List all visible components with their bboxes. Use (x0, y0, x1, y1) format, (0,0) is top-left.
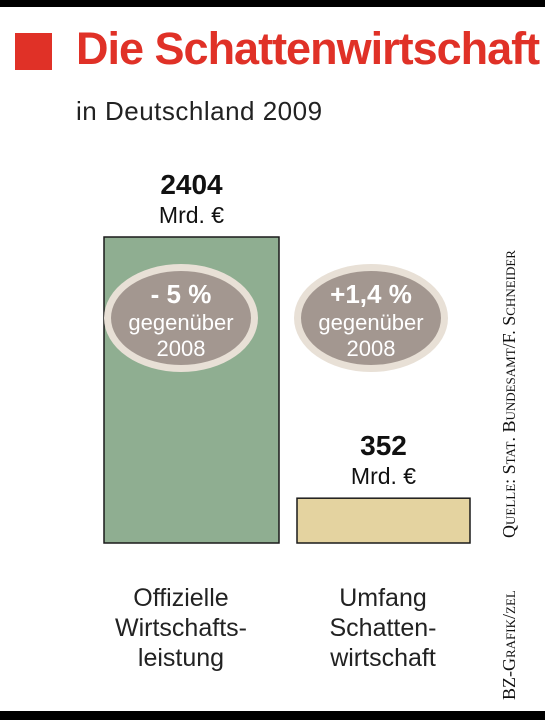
value-label-schatten: 352 Mrd. € (297, 432, 470, 488)
category-line: Umfang (339, 584, 427, 612)
change-badge-schatten: +1,4 % gegenüber 2008 (294, 264, 448, 372)
badge-fill (111, 271, 251, 365)
category-label-offizielle: Offizielle Wirtschafts- leistung (96, 583, 266, 673)
data-label-value: 2404 (160, 169, 223, 200)
chart-title: Die Schattenwirtschaft (76, 23, 540, 74)
chart-subtitle: in Deutschland 2009 (76, 96, 323, 126)
value-label-offizielle: 2404 Mrd. € (104, 171, 279, 227)
badge-change-text: gegenüber (128, 310, 233, 335)
category-line: leistung (137, 644, 225, 672)
category-label-schatten: Umfang Schatten- wirtschaft (298, 583, 468, 673)
data-label-unit: Mrd. € (158, 202, 225, 228)
badge-fill (301, 271, 441, 365)
badge-change-year: 2008 (347, 336, 396, 361)
title-marker-square (15, 33, 52, 70)
source-note: Quelle: Stat. Bundesamt/F. Schneider (499, 250, 519, 538)
badge-change-year: 2008 (157, 336, 206, 361)
category-line: Offizielle (133, 584, 229, 612)
data-label-unit: Mrd. € (350, 463, 417, 490)
badge-change-value: - 5 % (151, 279, 212, 309)
category-line: Schatten- (329, 614, 437, 642)
badge-change-text: gegenüber (318, 310, 423, 335)
data-label-value: 352 (360, 430, 407, 462)
change-badge-offizielle: - 5 % gegenüber 2008 (104, 264, 258, 372)
category-line: wirtschaft (330, 644, 436, 672)
top-border (0, 0, 545, 7)
bar-umfang-schattenwirtschaft (296, 497, 471, 544)
bottom-border (0, 711, 545, 720)
category-line: Wirtschafts- (115, 614, 247, 642)
graphic-credit: BZ-Grafik/zel (499, 590, 519, 700)
badge-change-value: +1,4 % (330, 279, 412, 309)
